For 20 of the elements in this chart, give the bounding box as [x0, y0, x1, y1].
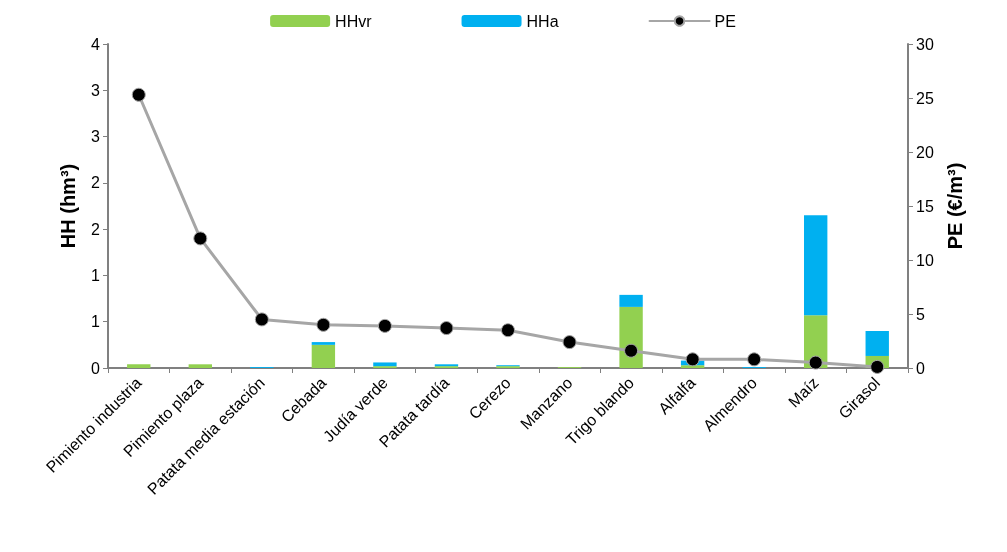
y-tick-label: 3	[91, 81, 101, 99]
y2-tick-label: 20	[916, 143, 934, 161]
y-tick-label: 3	[91, 128, 101, 146]
y-tick-label: 2	[91, 220, 101, 238]
y-tick-label: 1	[91, 313, 101, 331]
y-tick-label: 4	[91, 35, 101, 53]
y2-tick-label: 30	[916, 35, 934, 53]
y2-tick-label: 5	[916, 305, 925, 323]
y-tick-label: 0	[91, 359, 101, 377]
legend-label: PE	[714, 12, 736, 30]
y2-tick-label: 25	[916, 89, 934, 107]
legend-label: HHa	[526, 12, 559, 30]
y-tick-label: 1	[91, 266, 101, 284]
y2-tick-label: 0	[916, 359, 925, 377]
y-axis-title: HH (hm³)	[57, 163, 79, 249]
y-tick-label: 2	[91, 174, 101, 192]
y2-tick-label: 15	[916, 197, 934, 215]
legend-label: HHvr	[335, 12, 373, 30]
y2-axis-title: PE (€/m³)	[943, 162, 966, 250]
y2-tick-label: 10	[916, 251, 934, 269]
